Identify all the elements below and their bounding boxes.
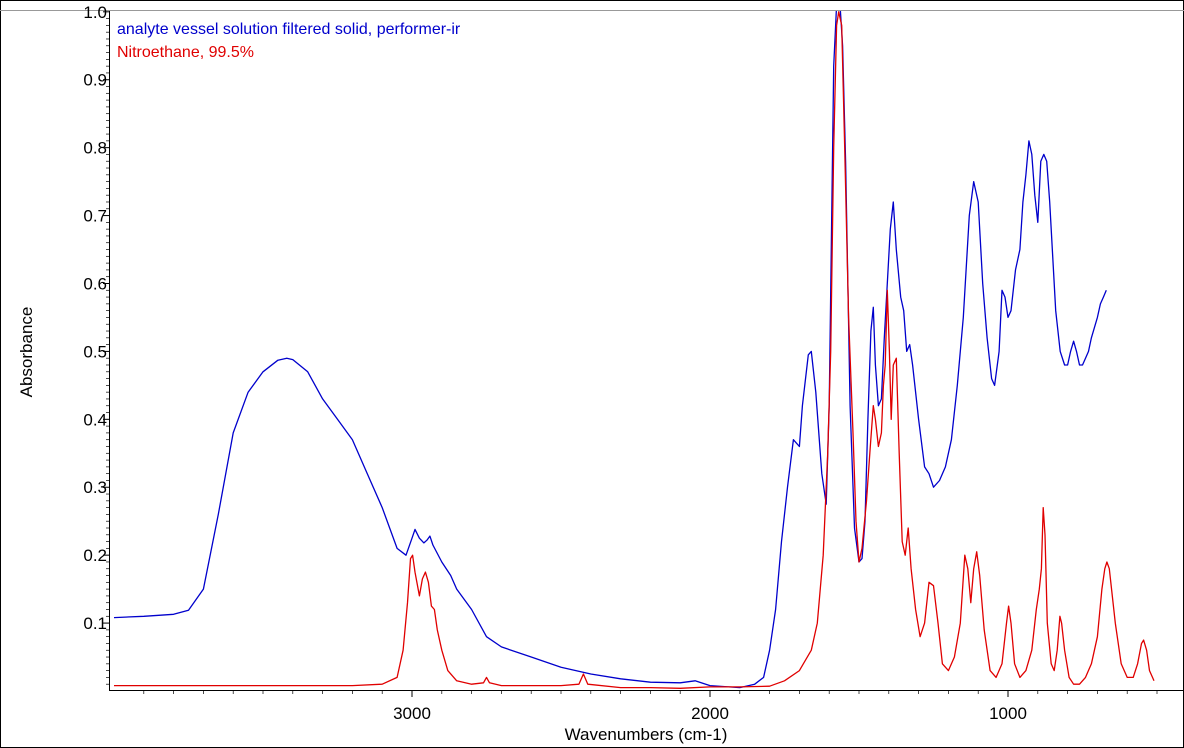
y-axis-ticks: 0.1 0.2 0.3 0.4 0.5 0.6 0.7 0.8 0.9 1.0 [83,3,109,685]
y-tick-label: 0.9 [83,71,107,90]
y-tick-label: 0.5 [83,342,107,361]
series-layer [113,11,1155,689]
x-tick-label: 3000 [393,704,431,723]
y-tick-label: 1.0 [83,3,107,22]
series-line-1 [114,11,1155,689]
x-tick-label: 1000 [989,704,1027,723]
y-tick-label: 0.3 [83,478,107,497]
y-tick-label: 0.2 [83,546,107,565]
y-tick-label: 0.8 [83,139,107,158]
x-tick-label: 2000 [691,704,729,723]
y-axis-title: Absorbance [17,307,36,398]
y-tick-label: 0.1 [83,614,107,633]
y-tick-label: 0.7 [83,207,107,226]
y-tick-label: 0.6 [83,274,107,293]
x-axis-ticks: 3000 2000 1000 [143,691,1158,723]
legend-entry-0: analyte vessel solution filtered solid, … [117,21,461,38]
legend-entry-1: Nitroethane, 99.5% [117,44,254,61]
y-tick-label: 0.4 [83,410,107,429]
x-axis-title: Wavenumbers (cm-1) [565,725,728,744]
